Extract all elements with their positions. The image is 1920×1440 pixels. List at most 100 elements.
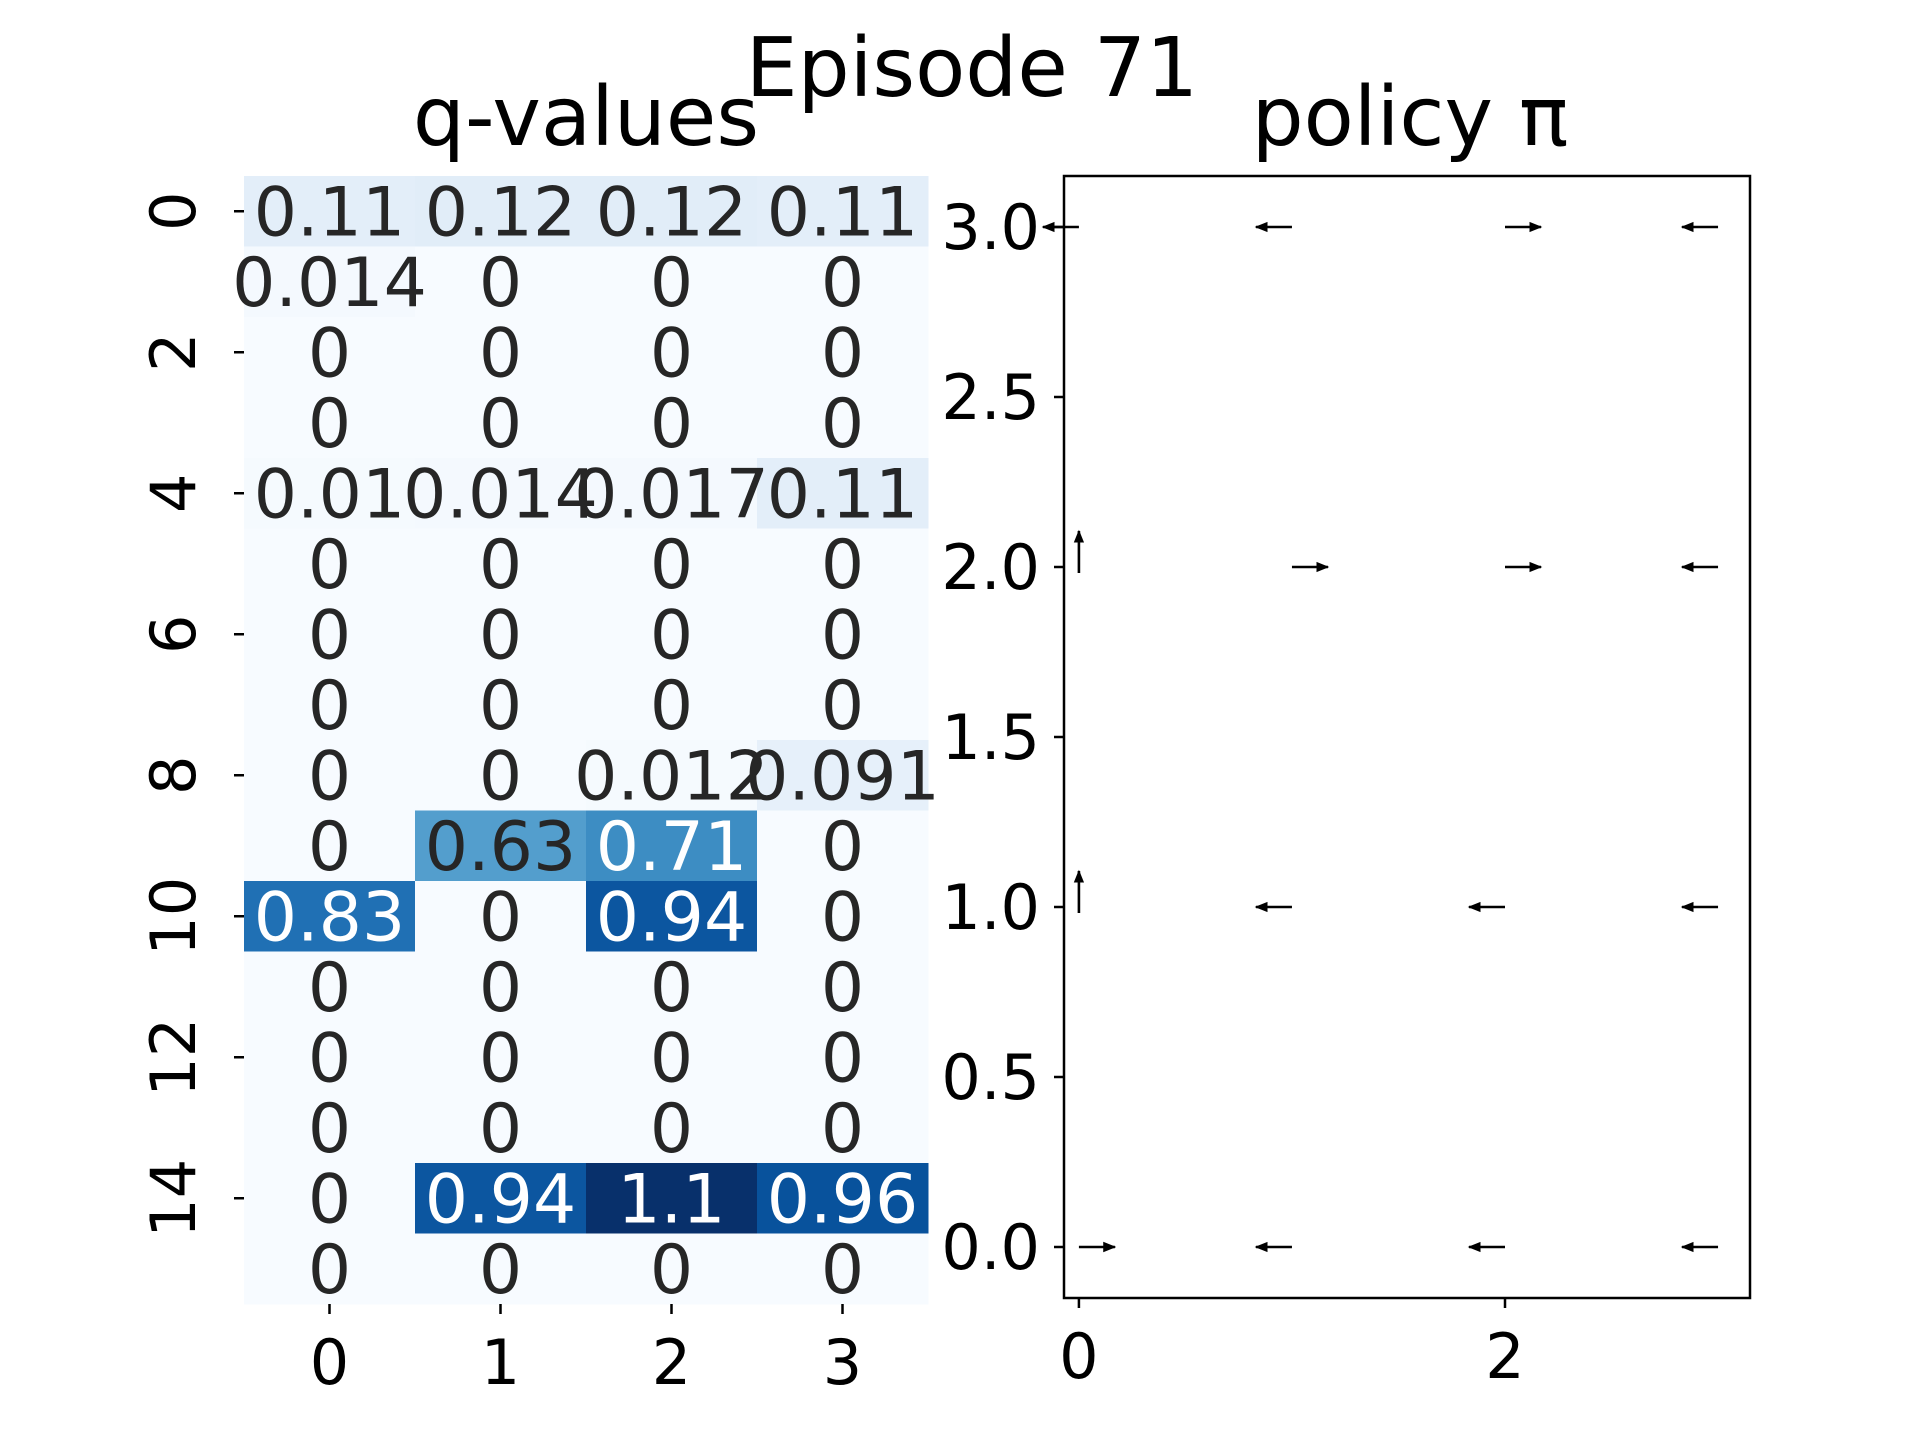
heatmap-cell-label: 0 [479, 244, 522, 323]
heatmap-cell-label: 0 [821, 1090, 864, 1169]
heatmap-y-tick-label: 2 [137, 333, 210, 372]
heatmap-cell [415, 246, 587, 318]
heatmap-cell [415, 317, 587, 388]
heatmap-cell [244, 246, 416, 318]
heatmap-cell-label: 0.11 [767, 455, 918, 534]
heatmap-cell-label: 0 [308, 737, 351, 816]
heatmap-cell-label: 0.11 [254, 173, 405, 252]
quiver-y-tick-label: 1.5 [941, 701, 1040, 774]
heatmap-y-tick-label: 10 [137, 877, 210, 956]
heatmap-cell-label: 0.94 [425, 1160, 576, 1239]
heatmap-cell-label: 0.12 [425, 173, 576, 252]
heatmap-cell [586, 1163, 758, 1234]
heatmap-cell-label: 0 [650, 526, 693, 605]
heatmap-cell [415, 810, 587, 882]
heatmap-cell [244, 740, 416, 811]
heatmap-cell [757, 740, 929, 811]
heatmap-cell-label: 0 [650, 385, 693, 464]
heatmap-cell-label: 0.091 [745, 737, 940, 816]
q-values-heatmap: q-values 0.11 0.12 0.12 0.110.014 0 0 00 0 0 00 0 0… [137, 70, 940, 1399]
heatmap-cell-label: 0 [308, 1231, 351, 1310]
heatmap-cell [244, 1092, 416, 1164]
heatmap-cell [586, 528, 758, 600]
heatmap-cell [415, 528, 587, 600]
heatmap-cell-label: 0 [308, 667, 351, 746]
heatmap-cell-label: 0 [479, 526, 522, 605]
heatmap-cell-label: 0 [308, 1160, 351, 1239]
heatmap-cell [244, 528, 416, 600]
heatmap-cell [244, 669, 416, 741]
heatmap-cell-label: 0 [650, 1231, 693, 1310]
heatmap-cell [244, 1233, 416, 1305]
heatmap-cell [244, 1163, 416, 1234]
heatmap-cell-label: 0.014 [232, 244, 427, 323]
heatmap-cell-label: 0.11 [767, 173, 918, 252]
quiver-y-tick-label: 2.5 [941, 361, 1040, 434]
heatmap-cell-label: 0 [308, 808, 351, 887]
heatmap-cell [244, 317, 416, 388]
heatmap-cell-label: 0 [479, 1019, 522, 1098]
heatmap-cell-label: 0.014 [403, 455, 598, 534]
heatmap-cell-label: 0 [650, 1090, 693, 1169]
heatmap-cell-label: 0 [650, 314, 693, 393]
heatmap-cell [757, 1233, 929, 1305]
heatmap-cell [415, 176, 587, 247]
heatmap-x-tick-label: 2 [652, 1326, 691, 1399]
heatmap-cell [586, 740, 758, 811]
heatmap-cell [757, 599, 929, 670]
heatmap-cell [244, 951, 416, 1023]
heatmap-cell [244, 599, 416, 670]
heatmap-cells [244, 176, 929, 1305]
heatmap-cell-label: 0 [308, 1090, 351, 1169]
quiver-y-tick-label: 0.0 [941, 1211, 1040, 1284]
quiver-y-tick-label: 3.0 [941, 191, 1040, 264]
heatmap-cell-label: 0 [821, 808, 864, 887]
quiver-title: policy π [1252, 70, 1569, 165]
quiver-x-tick-label: 0 [1059, 1320, 1098, 1393]
heatmap-cell-label: 0 [821, 878, 864, 957]
heatmap-cell [586, 599, 758, 670]
heatmap-cell-label: 0 [821, 1231, 864, 1310]
heatmap-cell-label: 0.012 [574, 737, 769, 816]
heatmap-y-tick-label: 14 [137, 1159, 210, 1238]
heatmap-cell [244, 176, 416, 247]
heatmap-cell-label: 0 [650, 596, 693, 675]
heatmap-cell [586, 458, 758, 529]
heatmap-cell-label: 0 [821, 1019, 864, 1098]
heatmap-cell [244, 881, 416, 952]
heatmap-cell-label: 0 [308, 1019, 351, 1098]
heatmap-cell [586, 1233, 758, 1305]
heatmap-cell-label: 0 [479, 1231, 522, 1310]
heatmap-cell-label: 0 [308, 596, 351, 675]
heatmap-cell-label: 0 [308, 314, 351, 393]
quiver-x-tick-label: 2 [1485, 1320, 1524, 1393]
heatmap-cell [415, 1233, 587, 1305]
heatmap-cell-label: 0.017 [574, 455, 769, 534]
heatmap-cell [586, 1092, 758, 1164]
heatmap-cell-label: 0.83 [254, 878, 405, 957]
heatmap-cell [757, 387, 929, 459]
quiver-arrows [1041, 221, 1719, 1253]
heatmap-cell-label: 0.71 [596, 808, 747, 887]
heatmap-cell-label: 0 [308, 385, 351, 464]
heatmap-cell-label: 0 [308, 526, 351, 605]
heatmap-cell [586, 246, 758, 318]
heatmap-cell [757, 317, 929, 388]
heatmap-y-ticks: 0 2 4 6 8 10 12 14 [137, 192, 244, 1238]
figure-suptitle: Episode 71 [746, 21, 1198, 116]
heatmap-cell [415, 669, 587, 741]
heatmap-cell [757, 881, 929, 952]
heatmap-cell [757, 1163, 929, 1234]
heatmap-cell [757, 528, 929, 600]
heatmap-cell [586, 387, 758, 459]
heatmap-cell-label: 0 [479, 385, 522, 464]
heatmap-cell [586, 1022, 758, 1093]
heatmap-cell-label: 0.94 [596, 878, 747, 957]
heatmap-cell-label: 0.12 [596, 173, 747, 252]
heatmap-cell-label: 0 [821, 526, 864, 605]
heatmap-cell-label: 0 [650, 244, 693, 323]
heatmap-cell [757, 669, 929, 741]
heatmap-cell-label: 0 [821, 314, 864, 393]
heatmap-cell [757, 246, 929, 318]
